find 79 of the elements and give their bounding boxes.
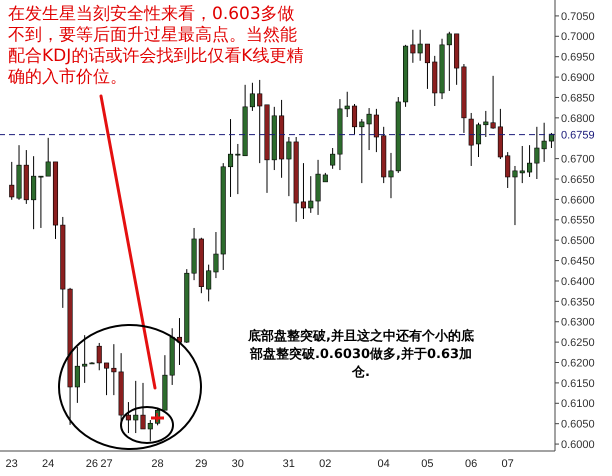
candlestick: [490, 75, 496, 130]
x-tick-label: 31: [282, 458, 295, 470]
y-tick-label: 0.6700: [561, 154, 595, 166]
candlestick: [359, 118, 364, 184]
y-tick-label: 0.7050: [561, 10, 595, 23]
candlestick: [388, 152, 394, 199]
candlestick: [9, 161, 14, 200]
candlestick: [352, 103, 358, 135]
y-tick-label: 0.6600: [561, 194, 595, 206]
x-tick-label: 26: [86, 458, 98, 470]
y-tick-label: 0.6200: [561, 357, 595, 370]
candlestick: [96, 342, 102, 371]
candlestick: [133, 380, 138, 434]
candlestick: [148, 420, 153, 442]
candlestick: [410, 29, 416, 64]
candlestick: [344, 91, 350, 118]
candlestick: [300, 162, 306, 220]
y-tick-label: 0.6150: [561, 378, 595, 390]
candlestick: [366, 108, 372, 151]
candlestick: [213, 232, 218, 279]
candlestick: [418, 29, 423, 62]
annotation: 底部盘整突破,并且这之中还有个小的底部盘整突破.0.6030做多,并于0.63加仓.: [248, 328, 474, 382]
x-tick-label: 05: [421, 458, 434, 470]
candlestick: [104, 362, 110, 396]
ref-line-label: 0.6759: [561, 129, 595, 142]
x-tick-label: 24: [42, 458, 54, 470]
candlestick: [250, 82, 255, 112]
y-tick-label: 0.6900: [561, 72, 595, 84]
candlestick: [74, 346, 80, 404]
candlestick: [505, 152, 510, 188]
x-tick-label: 30: [232, 458, 244, 470]
candlestick: [527, 144, 532, 178]
candlestick: [424, 44, 430, 90]
candlestick: [228, 118, 234, 198]
x-tick-label: 28: [151, 458, 164, 470]
candlestick: [286, 136, 292, 197]
candlestick: [374, 108, 379, 153]
candlestick: [46, 137, 51, 177]
candlestick: [476, 122, 482, 158]
y-tick-label: 0.7000: [561, 31, 595, 44]
candlestick: [483, 110, 488, 138]
candlestick: [31, 156, 36, 230]
x-tick-label: 23: [6, 458, 18, 470]
candlestick: [512, 165, 518, 226]
candlestick: [82, 334, 88, 384]
x-tick-label: 06: [465, 458, 478, 470]
annotation: 在发生星当刻安全性来看，0.603多做不到，要等后面升过星最高点。当然能配合KDJ的话或许会找到比仅看K线更精确的入市价位。: [8, 4, 304, 88]
candlestick: [140, 382, 146, 430]
y-tick-label: 0.6250: [561, 337, 595, 350]
y-tick-label: 0.6300: [561, 316, 595, 329]
y-tick-label: 0.6450: [561, 255, 595, 268]
candlestick: [542, 122, 547, 162]
x-tick-label: 27: [100, 458, 113, 470]
candlestick: [330, 148, 336, 170]
candlestick: [126, 402, 131, 434]
y-tick-label: 0.6100: [561, 398, 595, 410]
y-tick-label: 0.6850: [561, 92, 595, 104]
candlestick: [206, 264, 212, 302]
candlestick: [235, 143, 240, 195]
y-tick-label: 0.6800: [561, 112, 595, 125]
y-tick-label: 0.6500: [561, 235, 595, 248]
x-tick-label: 07: [501, 458, 514, 470]
candlestick: [257, 79, 262, 164]
y-tick-label: 0.6950: [561, 52, 595, 64]
candlestick: [38, 176, 44, 228]
y-tick-label: 0.6050: [561, 418, 595, 431]
candlestick: [446, 31, 452, 92]
y-tick-label: 0.6000: [561, 438, 595, 451]
candlestick: [520, 145, 525, 184]
y-tick-label: 0.6550: [561, 214, 595, 227]
y-tick-label: 0.6650: [561, 174, 595, 186]
candlestick: [308, 176, 314, 214]
candlestick: [534, 126, 540, 180]
candlestick: [111, 344, 116, 396]
y-tick-label: 0.6350: [561, 296, 595, 308]
x-tick-label: 02: [319, 458, 332, 470]
x-tick-label: 29: [195, 458, 208, 470]
y-tick-label: 0.6400: [561, 276, 595, 288]
x-tick-label: 04: [377, 458, 390, 470]
